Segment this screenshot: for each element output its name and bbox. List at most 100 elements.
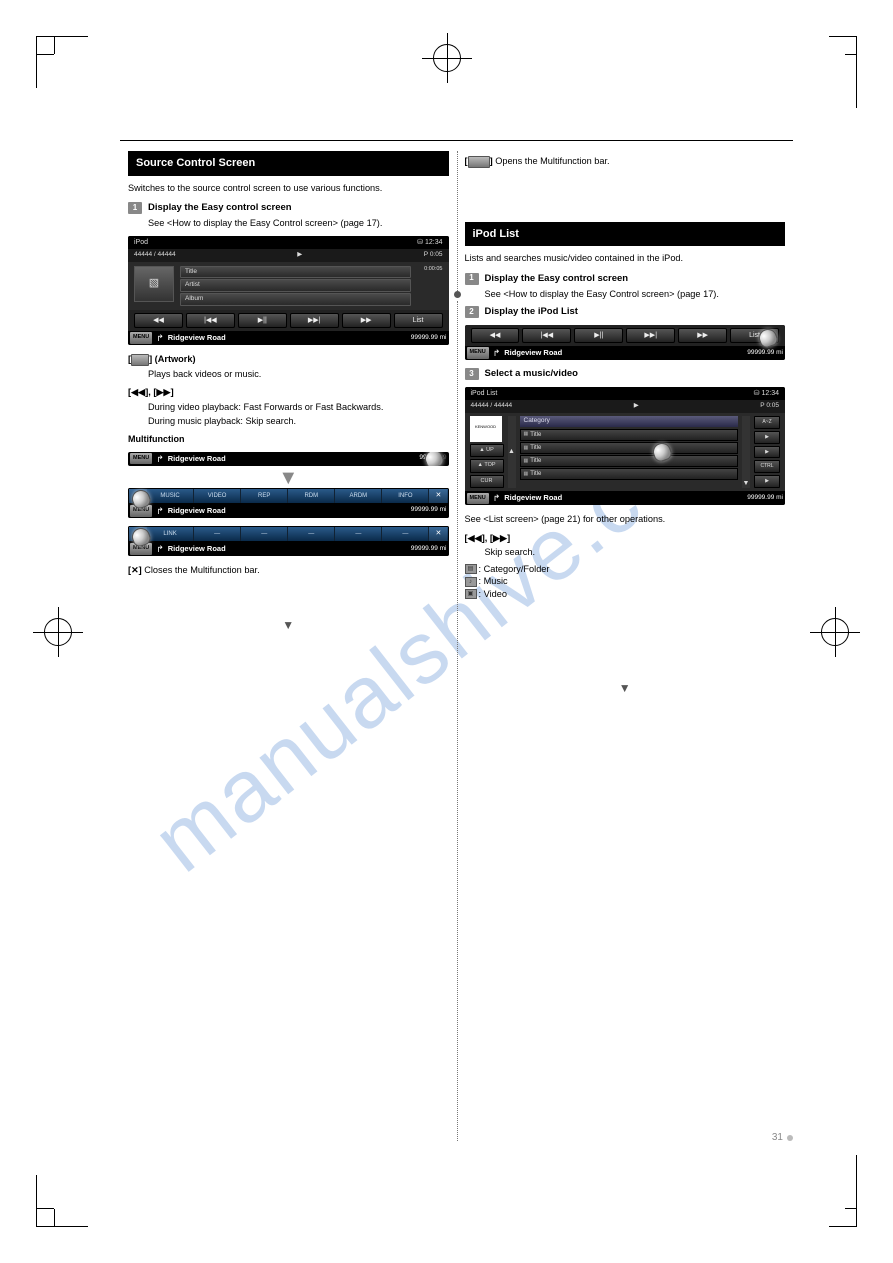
nav-distance: 99999.99 mi [411, 506, 447, 515]
nav-distance: 99999.99 mi [747, 494, 783, 503]
func-bar-2: ◀ LINK — — — — — ✕ MENU ↱ Ridgeview Road… [128, 526, 449, 556]
dev-clock: 12:34 [761, 390, 779, 397]
play-row-button[interactable]: ▶ [754, 475, 780, 488]
ffwd-button[interactable]: ▶▶ [678, 328, 727, 343]
func-empty: — [382, 527, 429, 541]
dev-play-state: ▶ [634, 402, 639, 411]
folder-icon: ▦ [524, 458, 529, 465]
list-row[interactable]: ▦Title [520, 468, 739, 480]
func-close[interactable]: ✕ [429, 489, 447, 503]
scroll-up[interactable]: ▲ [508, 416, 516, 488]
step-label: Display the iPod List [485, 306, 578, 319]
list-up-button[interactable]: ▲ UP [470, 444, 504, 457]
func-music[interactable]: MUSIC [147, 489, 194, 503]
ff-icon: ▶▶ [156, 387, 170, 397]
menu-button[interactable]: MENU [130, 332, 152, 343]
section-desc-right: Lists and searches music/video contained… [465, 252, 786, 264]
step-label: Display the Easy control screen [485, 273, 629, 286]
list-cur-button[interactable]: CUR [470, 475, 504, 488]
scroll-down[interactable]: ▼ [742, 416, 750, 488]
func-bar-1: ◀ MUSIC VIDEO REP RDM ARDM INFO ✕ MENU ↱… [128, 488, 449, 518]
skip-desc: Skip search. [485, 546, 786, 558]
close-desc: Closes the Multifunction bar. [144, 565, 259, 575]
func-empty: — [194, 527, 241, 541]
controls-tap-list: ◀◀ |◀◀ ▶|| ▶▶| ▶▶ List MENU ↱ Ridgeview … [465, 325, 786, 360]
func-toggle-left[interactable]: ◀ [129, 527, 147, 541]
menu-button[interactable]: MENU [467, 347, 489, 358]
menu-button[interactable]: MENU [130, 453, 152, 464]
dev-source-label: iPod List [471, 389, 498, 398]
dev-progress: P 0:05 [424, 251, 443, 260]
close-brackets: [✕] [128, 565, 142, 575]
rewind-button[interactable]: ◀◀ [471, 328, 520, 343]
func-ardm[interactable]: ARDM [335, 489, 382, 503]
ipod-list-screenshot: iPod List⛁ 12:34 44444 / 44444▶P 0:05 KE… [465, 387, 786, 506]
registration-mark-top [433, 44, 461, 72]
video-legend-icon: ▣ [465, 589, 477, 599]
list-button[interactable]: List [730, 328, 779, 343]
func-close[interactable]: ✕ [429, 527, 447, 541]
func-video[interactable]: VIDEO [194, 489, 241, 503]
artwork-thumb[interactable]: ▧ [134, 266, 174, 302]
skip-brackets: [◀◀], [▶▶] [465, 533, 511, 543]
menu-button[interactable]: MENU [467, 493, 489, 504]
nav-destination: Ridgeview Road [168, 454, 416, 464]
legend-music: : Music [479, 576, 508, 586]
close-icon: ✕ [131, 565, 139, 575]
next-button[interactable]: ▶▶| [626, 328, 675, 343]
alpha-jump-button[interactable]: A~Z [754, 416, 780, 429]
step-desc: See <How to display the Easy Control scr… [148, 217, 449, 229]
dev-track-count: 44444 / 44444 [471, 402, 513, 411]
list-row[interactable]: ▦Title [520, 442, 739, 454]
func-empty: — [335, 527, 382, 541]
col-continues-arrow: ▼ [128, 617, 449, 633]
open-func-brackets: [] [465, 156, 493, 166]
menu-button[interactable]: MENU [130, 505, 152, 516]
ctrl-button[interactable]: CTRL [754, 460, 780, 473]
page-rule [120, 140, 793, 141]
func-link[interactable]: LINK [147, 527, 194, 541]
brand-logo: KENWOOD [470, 416, 502, 442]
list-top-button[interactable]: ▲ TOP [470, 459, 504, 472]
func-empty: — [288, 527, 335, 541]
play-pause-button[interactable]: ▶|| [574, 328, 623, 343]
play-row-button[interactable]: ▶ [754, 431, 780, 444]
func-rdm[interactable]: RDM [288, 489, 335, 503]
rewind-button[interactable]: ◀◀ [134, 313, 183, 328]
prev-button[interactable]: |◀◀ [186, 313, 235, 328]
meta-album: Album [180, 293, 411, 306]
down-arrow-icon: ▼ [128, 472, 449, 484]
section-title-left: Source Control Screen [128, 151, 449, 176]
dev-progress: P 0:05 [760, 402, 779, 411]
menu-button[interactable]: MENU [130, 543, 152, 554]
list-button[interactable]: List [394, 313, 443, 328]
step-1-left: 1 Display the Easy control screen [128, 202, 449, 215]
func-empty: — [241, 527, 288, 541]
play-pause-button[interactable]: ▶|| [238, 313, 287, 328]
list-row[interactable]: ▦Title [520, 455, 739, 467]
step-num: 3 [465, 368, 479, 380]
meta-artist: Artist [180, 279, 411, 292]
page-number: 31 [772, 1132, 793, 1143]
nav-destination: Ridgeview Road [504, 493, 743, 503]
step-num: 2 [465, 306, 479, 318]
dev-source-label: iPod [134, 238, 148, 247]
next-button[interactable]: ▶▶| [290, 313, 339, 328]
prev-button[interactable]: |◀◀ [522, 328, 571, 343]
func-open-icon [468, 156, 490, 168]
list-row[interactable]: ▦Title [520, 429, 739, 441]
artwork-bracket-label: [] (Artwork) [128, 354, 196, 364]
func-rep[interactable]: REP [241, 489, 288, 503]
func-info[interactable]: INFO [382, 489, 429, 503]
section-title-right: iPod List [465, 222, 786, 247]
step-2-right: 2 Display the iPod List [465, 306, 786, 319]
multifunction-head: Multifunction [128, 433, 449, 445]
play-row-button[interactable]: ▶ [754, 446, 780, 459]
rew-icon: ◀◀ [131, 387, 145, 397]
nav-bar-tap-screenshot: MENU ↱ Ridgeview Road 99999.99 [128, 452, 449, 466]
ffwd-button[interactable]: ▶▶ [342, 313, 391, 328]
nav-arrow-icon: ↱ [156, 453, 164, 465]
func-toggle-left[interactable]: ◀ [129, 489, 147, 503]
dev-track-count: 44444 / 44444 [134, 251, 176, 260]
ffrew-desc-b: During music playback: Skip search. [148, 415, 449, 427]
